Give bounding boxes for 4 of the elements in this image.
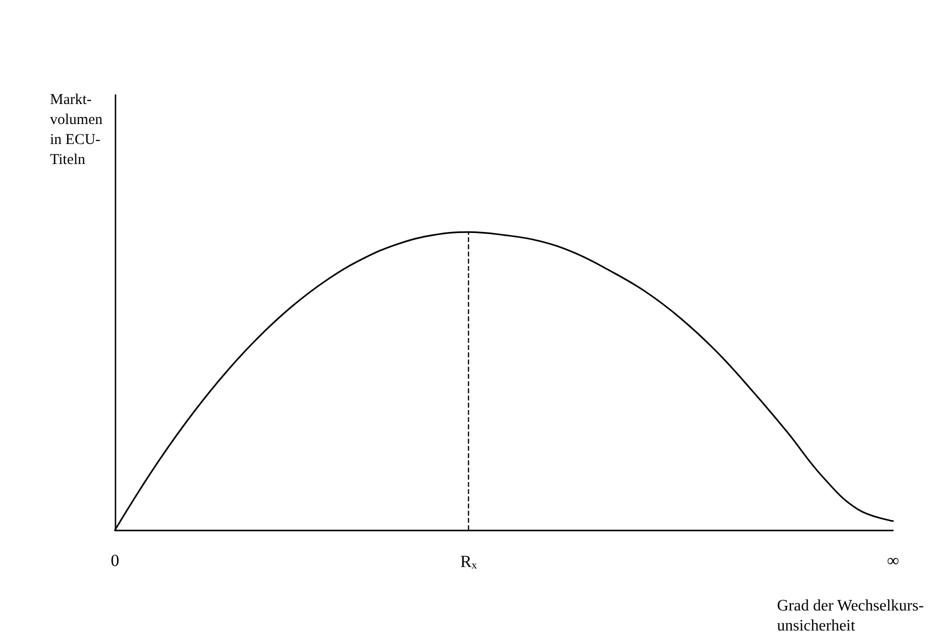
x-tick-label: ∞ [886, 551, 900, 570]
x-tick-label: 0 [110, 551, 120, 570]
x-axis-title: Grad der Wechselkurs- unsicherheit [777, 598, 924, 634]
y-axis-title: Markt- volumen in ECU- Titeln [50, 92, 103, 168]
